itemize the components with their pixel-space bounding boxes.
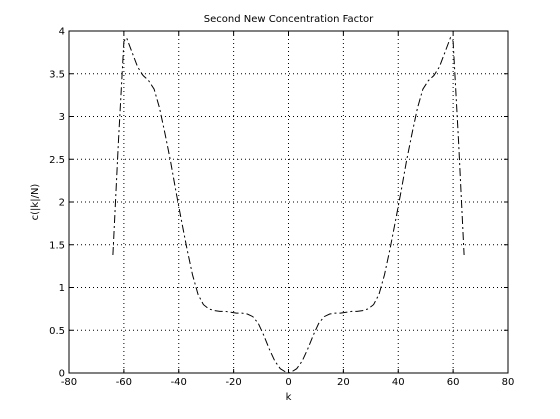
grid-layer [69, 31, 508, 373]
x-tick-label: -80 [61, 377, 77, 388]
y-tick-label: 2.5 [49, 155, 65, 166]
y-tick-label: 0 [59, 369, 65, 380]
tick-layer: -80 -60 -40 -20 0 20 40 60 80 0 0.5 1 1.5 2 2.5 3 3.5 4 [49, 27, 514, 389]
axes-box [68, 30, 509, 374]
series-line [112, 36, 465, 374]
y-tick-label: 0.5 [49, 326, 65, 337]
y-axis-title: c(|k|/N) [30, 184, 41, 221]
series-layer [112, 36, 465, 374]
x-axis-title: k [286, 392, 292, 403]
chart-title: Second New Concentration Factor [204, 14, 374, 25]
x-tick-label: -20 [225, 377, 241, 388]
x-tick-label: -60 [116, 377, 132, 388]
x-tick-label: 80 [502, 377, 515, 388]
y-tick-label: 3 [59, 112, 65, 123]
y-tick-label: 3.5 [49, 69, 65, 80]
x-tick-label: -40 [171, 377, 187, 388]
y-tick-label: 2 [59, 198, 65, 209]
x-tick-label: 60 [447, 377, 460, 388]
y-tick-label: 1 [59, 283, 65, 294]
y-tick-label: 4 [59, 27, 65, 38]
x-tick-label: 20 [337, 377, 350, 388]
x-tick-label: 40 [392, 377, 405, 388]
y-tick-label: 1.5 [49, 240, 65, 251]
x-tick-label: 0 [285, 377, 291, 388]
